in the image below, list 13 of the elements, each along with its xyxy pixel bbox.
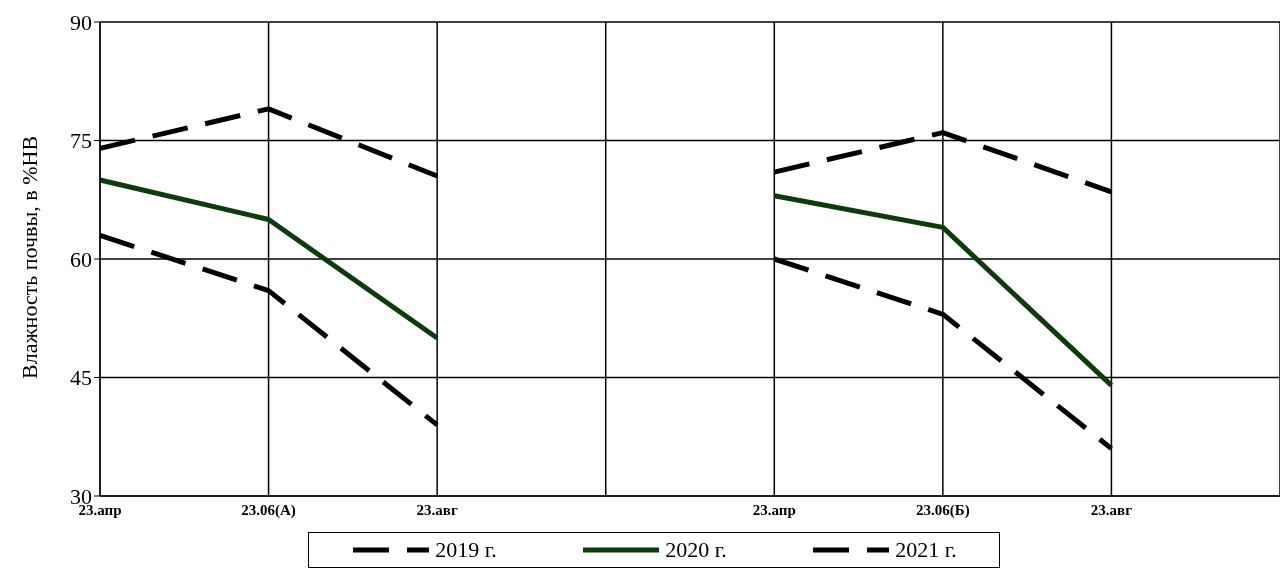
x-tick-label: 23.апр <box>752 501 796 518</box>
legend-label: 2020 г. <box>664 537 727 563</box>
x-tick-label: 23.06(А) <box>241 501 296 519</box>
x-tick-label: 23.авг <box>416 501 458 518</box>
legend-label: 2019 г. <box>434 537 497 563</box>
x-tick-label: 23.06(Б) <box>916 501 970 519</box>
y-axis-title: Влажность почвы, в %НВ <box>16 135 42 379</box>
y-tick-label: 75 <box>70 128 92 154</box>
legend-label: 2021 г. <box>894 537 957 563</box>
y-tick-label: 60 <box>70 246 92 272</box>
y-tick-label: 45 <box>70 365 92 391</box>
y-tick-label: 90 <box>70 9 92 35</box>
x-tick-label: 23.авг <box>1090 501 1133 518</box>
